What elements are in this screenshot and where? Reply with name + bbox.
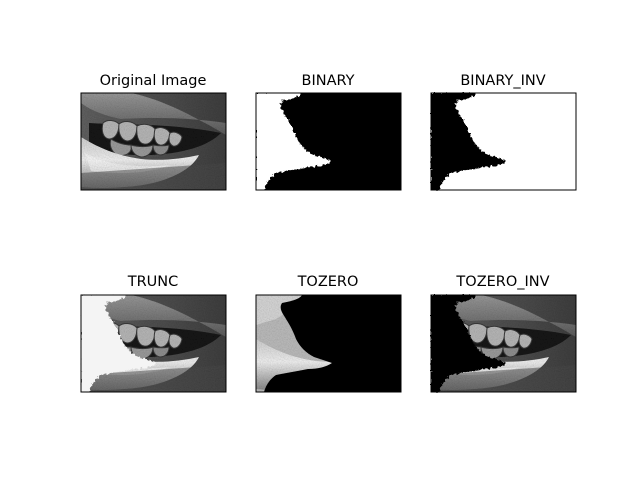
panel-frame <box>80 294 227 393</box>
panel-title: Original Image <box>100 73 207 89</box>
panel-image <box>80 92 227 191</box>
panel-image <box>431 93 576 190</box>
panel-title: TRUNC <box>127 274 179 290</box>
panel-title: TOZERO <box>297 274 359 290</box>
panel-image <box>430 294 577 393</box>
panel-binary: BINARY <box>255 73 402 191</box>
panel-frame <box>430 294 577 393</box>
panel-binary-inv: BINARY_INV <box>430 73 577 191</box>
panel-frame <box>255 92 402 191</box>
panel-title: TOZERO_INV <box>455 274 549 290</box>
panel-tozero: TOZERO <box>255 274 402 393</box>
panel-image <box>256 295 401 392</box>
panel-title: BINARY_INV <box>460 73 545 89</box>
panel-title: BINARY <box>302 73 355 89</box>
panel-tozero-inv: TOZERO_INV <box>430 274 577 393</box>
panel-image <box>256 93 401 190</box>
panel-image <box>80 294 227 393</box>
panel-frame <box>430 92 577 191</box>
panel-frame <box>80 92 227 191</box>
panel-frame <box>255 294 402 393</box>
panel-trunc: TRUNC <box>80 274 227 393</box>
panel-original: Original Image <box>80 73 227 191</box>
